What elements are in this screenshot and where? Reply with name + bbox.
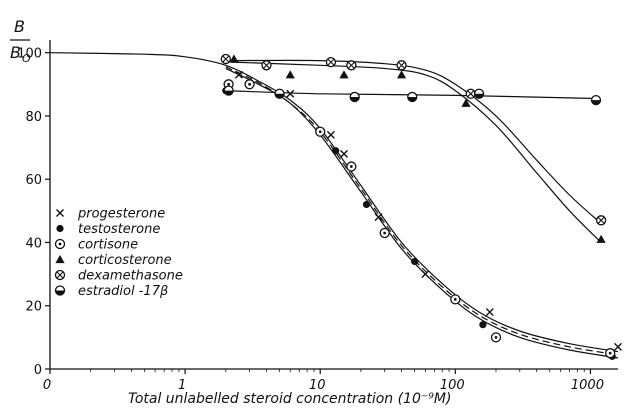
y-tick-label: 60 (25, 173, 42, 188)
data-point-x (234, 70, 243, 79)
y-tick-label: 100 (17, 47, 42, 62)
x-tick-label: 100 (440, 378, 465, 393)
data-point-half-filled-circle (590, 94, 602, 106)
data-point-half-filled-circle (274, 88, 285, 99)
data-point-half-filled-circle (407, 91, 418, 103)
data-points (220, 53, 622, 360)
data-point-dotted-circle (490, 332, 502, 343)
data-point-half-filled-circle (473, 88, 485, 99)
fit-curve (225, 67, 619, 359)
data-point-crossed-circle (595, 215, 607, 226)
y-tick-label: 80 (25, 110, 42, 125)
y-tick-label: 40 (25, 236, 42, 251)
data-point-filled-triangle (461, 98, 471, 107)
fit-curve (231, 59, 602, 224)
legend-label: progesterone (77, 207, 165, 222)
data-point-filled-triangle (339, 70, 349, 79)
x-tick-label: 1000 (571, 378, 604, 393)
legend: progesteronetestosteronecortisonecortico… (54, 207, 183, 299)
data-point-crossed-circle (465, 88, 476, 99)
data-point-filled-triangle (396, 70, 407, 79)
data-point-filled-circle (362, 200, 371, 209)
data-point-x (340, 149, 348, 158)
data-point-filled-triangle (596, 234, 606, 243)
data-point-dotted-circle (379, 227, 390, 239)
legend-label: testosterone (78, 222, 160, 237)
data-point-filled-circle (411, 257, 419, 266)
data-point-half-filled-circle (349, 91, 360, 103)
data-point-x (485, 308, 494, 317)
data-point-dotted-circle (605, 348, 616, 359)
data-point-crossed-circle (346, 60, 357, 71)
legend-label: estradiol -17β (78, 284, 168, 299)
data-point-x (286, 89, 295, 98)
data-point-dotted-circle (244, 79, 255, 90)
x-tick-label: 1 (178, 378, 186, 393)
data-point-x (326, 130, 335, 139)
legend-label: corticosterone (78, 253, 172, 268)
y-axis-label-top: B (14, 17, 25, 36)
y-axis-label-subscript: O (22, 52, 31, 65)
data-point-filled-circle (479, 321, 487, 329)
x-tick-label: 10 (309, 378, 326, 393)
legend-marker-dotted-circle (54, 238, 66, 250)
y-axis-label-bottom: B (10, 43, 21, 62)
data-point-x (421, 270, 430, 279)
y-tick-label: 20 (25, 300, 42, 315)
data-point-crossed-circle (261, 60, 272, 71)
legend-marker-crossed-circle (54, 269, 66, 281)
data-point-x (614, 342, 622, 351)
x-axis-title: Total unlabelled steroid concentration (… (128, 391, 451, 407)
data-point-dotted-circle (450, 294, 461, 305)
data-point-half-filled-circle (223, 85, 234, 96)
legend-marker-filled-circle (56, 224, 64, 233)
fit-curve (225, 66, 619, 356)
data-point-crossed-circle (220, 53, 231, 65)
data-point-crossed-circle (396, 60, 407, 71)
data-point-crossed-circle (325, 56, 337, 68)
fit-curve (231, 61, 602, 243)
fit-curves (49, 52, 619, 359)
y-tick-label: 0 (34, 363, 42, 378)
legend-label: cortisone (78, 238, 138, 253)
legend-marker-half-filled-circle (54, 285, 66, 296)
data-point-filled-circle (332, 147, 340, 155)
x-tick-label: 0 (43, 378, 51, 393)
data-point-filled-triangle (229, 54, 239, 63)
data-point-filled-triangle (285, 70, 295, 79)
fit-curve (225, 90, 597, 100)
legend-label: dexamethasone (78, 269, 183, 284)
data-point-dotted-circle (346, 161, 357, 172)
legend-marker-x (56, 209, 64, 217)
data-point-dotted-circle (315, 126, 326, 137)
data-point-x (374, 213, 383, 222)
legend-marker-filled-triangle (55, 254, 65, 264)
